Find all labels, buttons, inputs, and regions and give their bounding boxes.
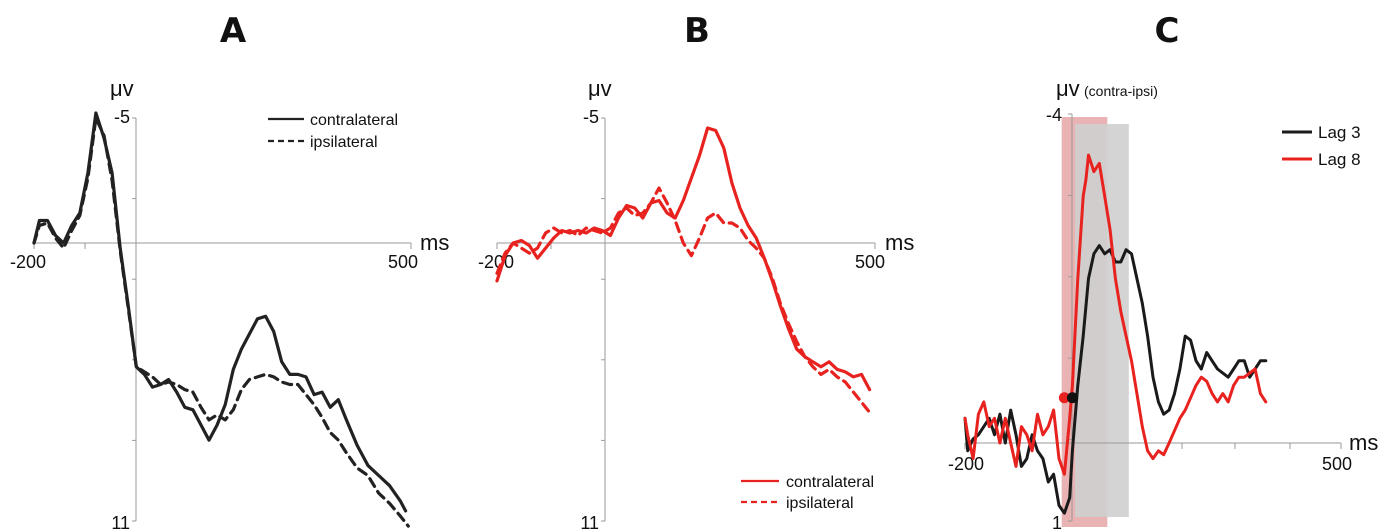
x-tick-label-right: 500 <box>1322 454 1352 474</box>
x-tick-label-right: 500 <box>388 252 418 272</box>
y-unit-note: (contra-ipsi) <box>1084 83 1158 99</box>
onset-marker-lag-3 <box>1066 392 1078 404</box>
y-tick-label-bottom: 11 <box>111 513 130 532</box>
panel-title: A <box>220 11 247 51</box>
legend-label: contralateral <box>786 474 874 491</box>
y-tick-label-bottom: 1 <box>1052 513 1062 532</box>
legend-label: ipsilateral <box>310 134 378 151</box>
x-unit-label: ms <box>1349 430 1378 455</box>
x-tick-label-left: -200 <box>478 252 514 272</box>
legend-label: contralateral <box>310 112 398 129</box>
series-line-contralateral <box>495 126 872 392</box>
series-line-ipsilateral <box>32 116 410 528</box>
y-tick-label-bottom: 11 <box>580 513 599 532</box>
x-tick-label-left: -200 <box>10 252 46 272</box>
series-line-lag-8 <box>963 153 1268 476</box>
panel-title: C <box>1155 11 1180 51</box>
y-unit-label: μv <box>1056 76 1080 101</box>
x-unit-label: ms <box>885 230 914 255</box>
panel-title: B <box>684 11 710 51</box>
y-unit-label: μv <box>110 76 134 101</box>
y-tick-label-top: -5 <box>114 107 130 127</box>
y-unit-label: μv <box>588 76 612 101</box>
y-tick-label-top: -5 <box>583 107 599 127</box>
panel-a: Aμv ms -5 11 -200 500 contralateral ipsilateral <box>10 11 449 532</box>
panel-b: Bμv ms -5 11 -200 500 contralateral ipsilateral <box>478 11 914 532</box>
x-unit-label: ms <box>420 230 449 255</box>
onset-marker-lag-8 <box>1058 392 1070 404</box>
x-tick-label-right: 500 <box>855 252 885 272</box>
legend-label: Lag 8 <box>1318 150 1361 169</box>
x-tick-label-left: -200 <box>948 454 984 474</box>
legend-label: ipsilateral <box>786 495 854 512</box>
series-line-ipsilateral <box>495 186 872 414</box>
legend-label: Lag 3 <box>1318 123 1361 142</box>
panel-c: Cμv (contra-ipsi) ms -4 1 -200 500 Lag 3 Lag 8 <box>948 11 1378 532</box>
y-tick-label-top: -4 <box>1046 105 1062 125</box>
